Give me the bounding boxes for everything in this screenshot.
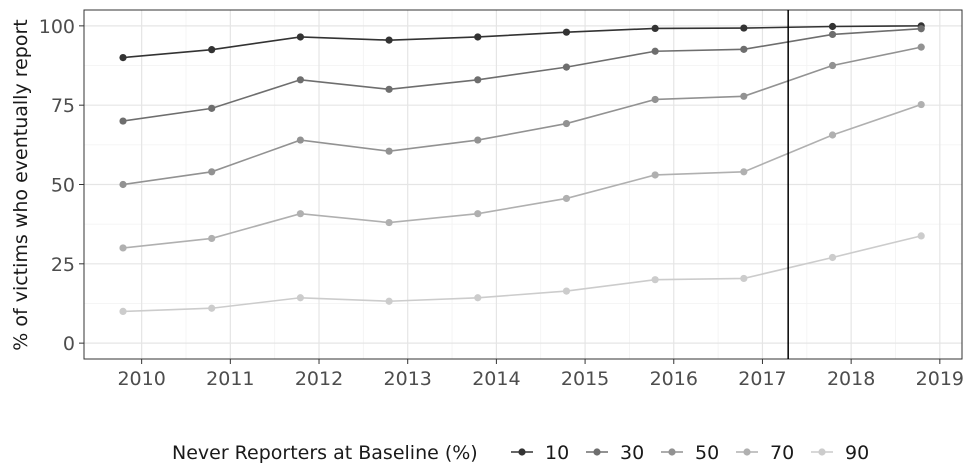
y-axis: 0 25 50 75 100 [39, 16, 84, 355]
data-point-50 [119, 180, 127, 189]
data-point-90 [474, 294, 482, 302]
legend-key-point [668, 448, 676, 456]
data-point-70 [917, 100, 925, 109]
series-line-90 [122, 235, 922, 313]
series-line-50 [122, 46, 922, 186]
data-point-50 [651, 95, 659, 104]
y-tick-label: 100 [39, 16, 75, 38]
data-point-10 [562, 28, 571, 36]
data-point-30 [474, 76, 482, 84]
x-tick-label: 2013 [384, 368, 432, 390]
x-tick-label: 2012 [295, 368, 343, 390]
x-tick-label: 2014 [472, 368, 520, 390]
data-point-90 [917, 232, 925, 240]
y-axis-title: % of victims who eventually report [10, 19, 32, 351]
data-point-30 [651, 47, 659, 55]
data-point-10 [740, 24, 748, 32]
legend-key-point [593, 448, 601, 456]
legend-title: Never Reporters at Baseline (%) [172, 442, 478, 464]
x-tick-label: 2019 [916, 368, 964, 390]
data-point-30 [562, 63, 571, 71]
x-tick-label: 2016 [650, 368, 698, 390]
data-point-90 [208, 304, 216, 312]
y-tick-label: 75 [51, 95, 75, 117]
data-point-30 [828, 30, 837, 39]
legend-key-point [743, 448, 751, 456]
x-tick-label: 2011 [206, 368, 254, 390]
data-point-70 [828, 131, 837, 139]
data-point-50 [740, 92, 748, 100]
x-tick-label: 2018 [827, 368, 875, 390]
x-tick-label: 2010 [117, 368, 165, 390]
data-point-10 [828, 22, 837, 31]
data-point-30 [917, 25, 925, 33]
data-point-10 [385, 36, 393, 44]
data-point-90 [651, 276, 659, 284]
y-tick-label: 0 [63, 333, 75, 355]
data-point-30 [740, 45, 748, 53]
legend-label: 10 [545, 442, 569, 464]
data-point-70 [385, 218, 393, 227]
legend-label: 70 [770, 442, 794, 464]
data-point-50 [562, 119, 571, 128]
data-point-10 [119, 53, 127, 62]
data-point-50 [385, 147, 393, 155]
data-point-90 [119, 307, 127, 316]
legend-item-10: 10 [511, 442, 569, 464]
legend-key-point [818, 448, 826, 456]
data-point-30 [296, 76, 304, 84]
data-point-90 [385, 297, 393, 305]
data-point-70 [651, 171, 659, 179]
data-point-10 [651, 24, 659, 33]
data-point-70 [296, 210, 304, 218]
data-point-90 [828, 253, 837, 262]
series-points [119, 22, 925, 316]
data-point-10 [474, 33, 482, 41]
data-point-10 [296, 33, 304, 41]
data-point-70 [740, 168, 748, 176]
data-point-50 [208, 168, 216, 176]
data-point-70 [208, 234, 216, 243]
data-point-70 [119, 244, 127, 252]
data-point-10 [208, 46, 216, 54]
data-point-50 [828, 61, 837, 70]
data-point-50 [917, 43, 925, 51]
x-tick-label: 2017 [738, 368, 786, 390]
data-point-50 [474, 136, 482, 144]
y-tick-label: 50 [51, 175, 75, 197]
data-point-90 [296, 294, 304, 302]
major-grid [84, 10, 962, 359]
data-point-50 [296, 136, 304, 144]
legend-label: 30 [620, 442, 644, 464]
legend-item-70: 70 [736, 442, 794, 464]
data-point-90 [562, 287, 571, 295]
x-axis: 2010 2011 2012 2013 2014 2015 2016 2017 2018 2019 [117, 359, 964, 390]
series-line-10 [122, 25, 922, 59]
data-point-90 [740, 274, 748, 283]
series-line-30 [122, 27, 922, 122]
legend-label: 50 [695, 442, 719, 464]
legend-key-point [518, 448, 526, 456]
legend-item-90: 90 [811, 442, 869, 464]
data-point-30 [119, 117, 127, 125]
legend: Never Reporters at Baseline (%) 10 30 50 70… [172, 442, 869, 464]
data-point-30 [385, 85, 393, 93]
data-point-70 [562, 194, 571, 203]
x-tick-label: 2015 [561, 368, 609, 390]
data-point-30 [208, 104, 216, 112]
data-point-70 [474, 210, 482, 218]
series-line-70 [122, 103, 922, 249]
y-tick-label: 25 [51, 254, 75, 276]
series-lines [122, 25, 922, 313]
legend-label: 90 [845, 442, 869, 464]
legend-item-50: 50 [661, 442, 719, 464]
legend-items: 10 30 50 70 90 [511, 442, 869, 464]
legend-item-30: 30 [586, 442, 644, 464]
